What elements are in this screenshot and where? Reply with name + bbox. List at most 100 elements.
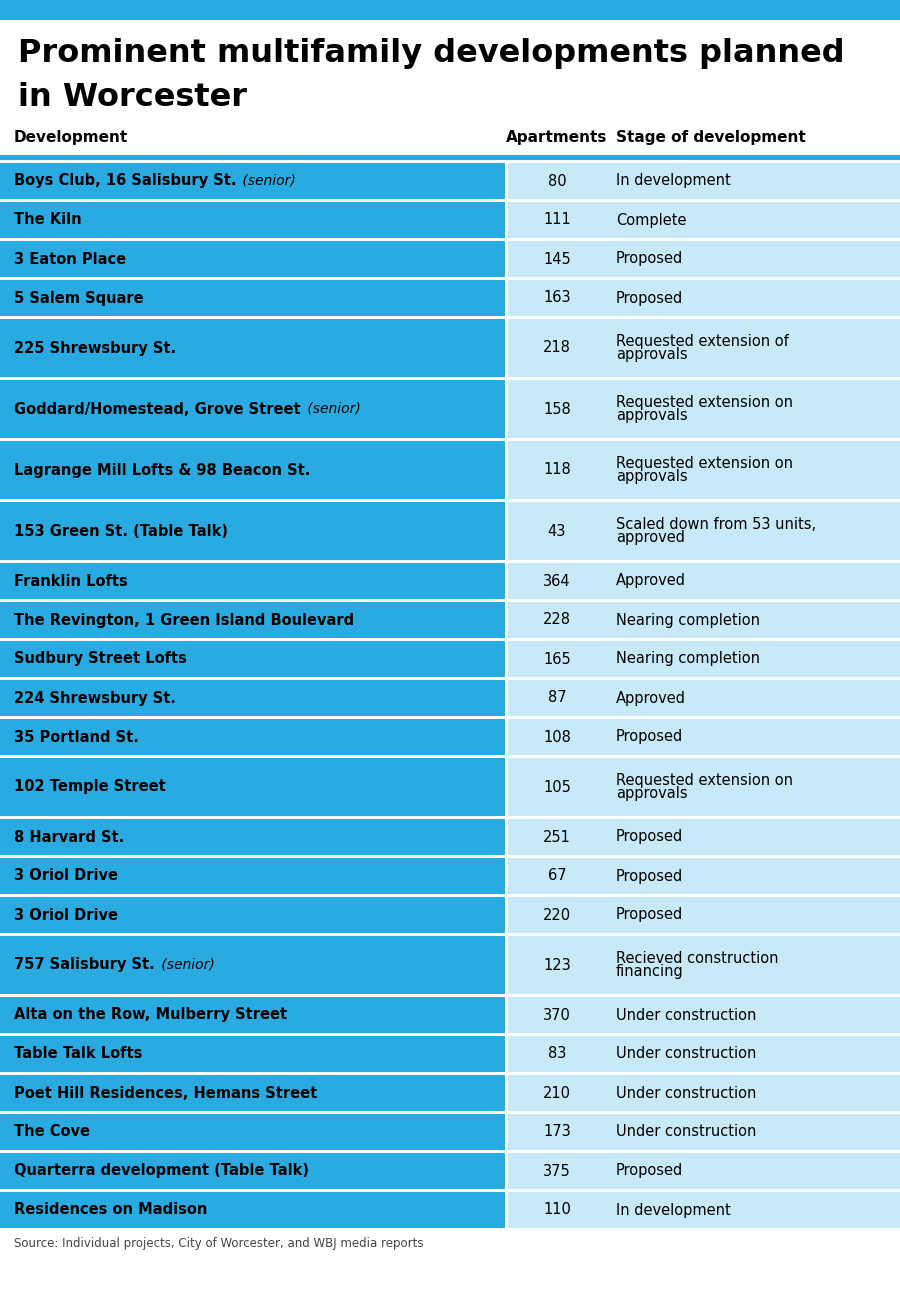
Text: 43: 43 — [548, 524, 566, 538]
Text: 35 Portland St.: 35 Portland St. — [14, 730, 139, 744]
Bar — [508, 757, 900, 816]
Text: approved: approved — [616, 530, 685, 545]
Text: Franklin Lofts: Franklin Lofts — [14, 573, 128, 589]
Text: Complete: Complete — [616, 213, 687, 227]
Bar — [0, 1114, 505, 1151]
Text: Proposed: Proposed — [616, 829, 683, 845]
Bar — [508, 602, 900, 639]
Text: 163: 163 — [544, 290, 571, 306]
Bar — [508, 319, 900, 377]
Text: 375: 375 — [543, 1164, 571, 1178]
Text: 370: 370 — [543, 1007, 571, 1023]
Text: approvals: approvals — [616, 469, 688, 485]
Text: 110: 110 — [543, 1203, 571, 1217]
Text: In development: In development — [616, 1203, 731, 1217]
Text: 220: 220 — [543, 908, 572, 922]
Text: 111: 111 — [543, 213, 571, 227]
Text: The Revington, 1 Green Island Boulevard: The Revington, 1 Green Island Boulevard — [14, 613, 354, 627]
Bar — [508, 242, 900, 277]
Bar — [0, 319, 505, 377]
Text: Requested extension on: Requested extension on — [616, 394, 793, 410]
Text: (senior): (senior) — [238, 174, 296, 188]
Text: 228: 228 — [543, 613, 571, 627]
Bar — [508, 202, 900, 238]
Bar — [0, 936, 505, 994]
Bar — [0, 1075, 505, 1111]
Text: 67: 67 — [548, 868, 566, 883]
Bar — [0, 163, 505, 199]
Bar — [0, 602, 505, 639]
Text: Stage of development: Stage of development — [616, 131, 806, 145]
Bar — [0, 996, 505, 1033]
Text: 364: 364 — [544, 573, 571, 589]
Text: 224 Shrewsbury St.: 224 Shrewsbury St. — [14, 691, 176, 705]
Bar — [508, 1075, 900, 1111]
Bar — [508, 897, 900, 932]
Text: approvals: approvals — [616, 347, 688, 362]
Bar — [0, 641, 505, 677]
Text: Scaled down from 53 units,: Scaled down from 53 units, — [616, 517, 816, 532]
Text: 108: 108 — [543, 730, 571, 744]
Text: Apartments: Apartments — [507, 131, 608, 145]
Bar — [0, 202, 505, 238]
Text: 123: 123 — [543, 957, 571, 973]
Text: 118: 118 — [543, 462, 571, 478]
Text: 251: 251 — [543, 829, 571, 845]
Bar — [508, 1153, 900, 1188]
Bar — [508, 380, 900, 438]
Bar — [0, 441, 505, 499]
Text: Nearing completion: Nearing completion — [616, 652, 760, 666]
Bar — [0, 1153, 505, 1188]
Text: 210: 210 — [543, 1085, 571, 1101]
Text: Nearing completion: Nearing completion — [616, 613, 760, 627]
Text: Requested extension on: Requested extension on — [616, 456, 793, 471]
Bar — [508, 163, 900, 199]
Bar — [508, 641, 900, 677]
Text: 87: 87 — [548, 691, 566, 705]
Bar — [508, 1114, 900, 1151]
Bar — [0, 897, 505, 932]
Bar — [508, 680, 900, 716]
Text: The Kiln: The Kiln — [14, 213, 82, 227]
Text: (senior): (senior) — [302, 402, 360, 417]
Text: Proposed: Proposed — [616, 252, 683, 266]
Text: Under construction: Under construction — [616, 1007, 756, 1023]
Bar — [0, 0, 900, 20]
Bar — [508, 996, 900, 1033]
Text: 105: 105 — [543, 780, 571, 794]
Text: 80: 80 — [548, 174, 566, 188]
Text: In development: In development — [616, 174, 731, 188]
Text: Quarterra development (Table Talk): Quarterra development (Table Talk) — [14, 1164, 309, 1178]
Text: The Cove: The Cove — [14, 1124, 90, 1140]
Bar — [508, 936, 900, 994]
Bar — [508, 441, 900, 499]
Text: financing: financing — [616, 964, 684, 980]
Text: 158: 158 — [543, 401, 571, 417]
Bar — [508, 1192, 900, 1228]
Text: 165: 165 — [543, 652, 571, 666]
Text: Proposed: Proposed — [616, 1164, 683, 1178]
Bar — [508, 502, 900, 560]
Text: 102 Temple Street: 102 Temple Street — [14, 780, 166, 794]
Text: Goddard/Homestead, Grove Street: Goddard/Homestead, Grove Street — [14, 401, 301, 417]
Text: (senior): (senior) — [157, 959, 214, 972]
Text: Sudbury Street Lofts: Sudbury Street Lofts — [14, 652, 187, 666]
Bar — [0, 155, 900, 161]
Text: 145: 145 — [543, 252, 571, 266]
Text: Proposed: Proposed — [616, 730, 683, 744]
Text: Under construction: Under construction — [616, 1046, 756, 1062]
Text: 3 Eaton Place: 3 Eaton Place — [14, 252, 126, 266]
Bar — [0, 819, 505, 855]
Bar — [0, 680, 505, 716]
Text: Under construction: Under construction — [616, 1124, 756, 1140]
Bar — [0, 1036, 505, 1072]
Text: Requested extension on: Requested extension on — [616, 773, 793, 788]
Bar — [508, 1036, 900, 1072]
Text: Poet Hill Residences, Hemans Street: Poet Hill Residences, Hemans Street — [14, 1085, 317, 1101]
Text: Requested extension of: Requested extension of — [616, 334, 788, 349]
Text: Boys Club, 16 Salisbury St.: Boys Club, 16 Salisbury St. — [14, 174, 237, 188]
Text: in Worcester: in Worcester — [18, 82, 247, 114]
Text: approvals: approvals — [616, 786, 688, 801]
Text: approvals: approvals — [616, 407, 688, 423]
Text: Residences on Madison: Residences on Madison — [14, 1203, 207, 1217]
